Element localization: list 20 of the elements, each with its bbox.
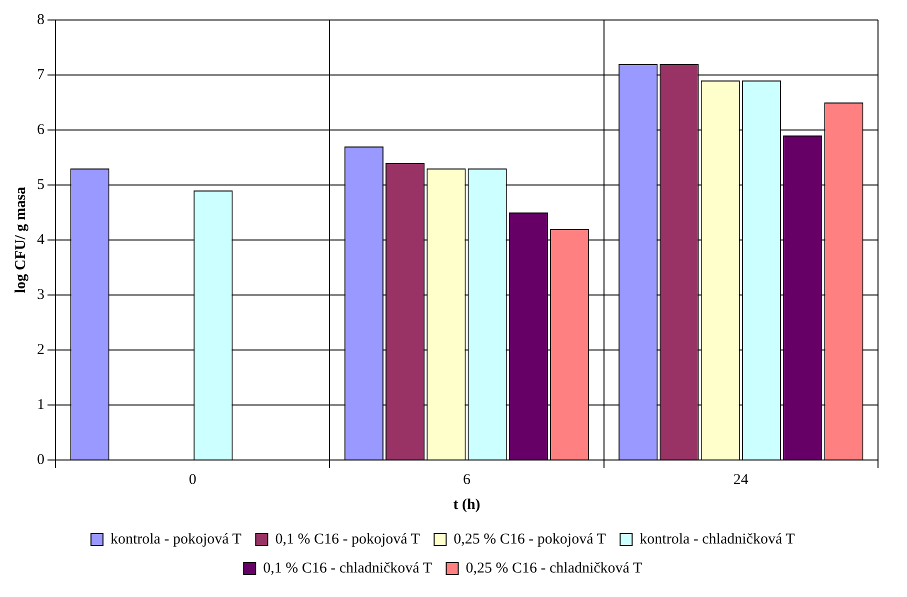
x-tick-label: 24 (733, 472, 749, 488)
y-tick-label: 8 (37, 12, 44, 28)
y-tick-label: 4 (37, 232, 45, 248)
legend-label: 0,25 % C16 - chladničková T (466, 560, 642, 576)
legend-label: kontrola - pokojová T (110, 531, 242, 548)
y-tick-label: 6 (37, 122, 45, 138)
y-tick-label: 2 (37, 342, 44, 358)
y-axis-title: log CFU/ g masa (12, 186, 29, 294)
y-tick-label: 0 (37, 452, 44, 468)
y-tick-label: 1 (37, 396, 44, 413)
legend-label: 0,1 % C16 - chladničková T (263, 560, 432, 576)
legend-label: 0,25 % C16 - pokojová T (454, 531, 606, 548)
x-tick-label: 6 (463, 472, 471, 488)
y-tick-label: 7 (37, 66, 45, 83)
y-tick-label: 3 (37, 286, 44, 303)
x-axis-title: t (h) (453, 496, 480, 513)
x-tick-label: 0 (188, 472, 196, 488)
y-tick-label: 5 (37, 176, 44, 193)
legend-label: kontrola - chladničková T (640, 531, 795, 548)
legend-label: 0,1 % C16 - pokojová T (275, 531, 420, 548)
